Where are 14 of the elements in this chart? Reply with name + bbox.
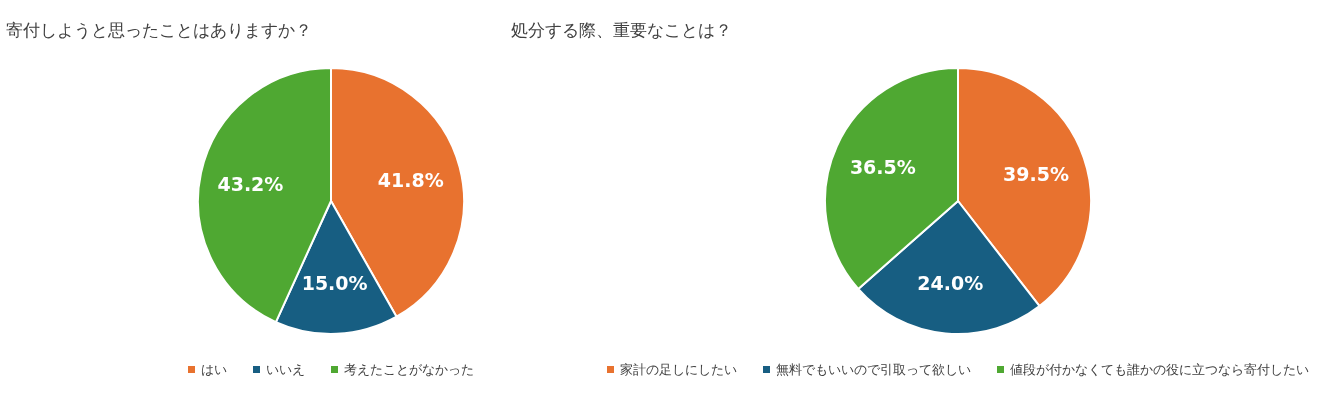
data-label: 39.5%: [1003, 163, 1069, 186]
legend-label: いいえ: [266, 362, 305, 377]
chart-title: 寄付しようと思ったことはありますか？: [6, 20, 312, 40]
data-label: 41.8%: [377, 168, 444, 191]
legend-label: 値段が付かなくても誰かの役に立つなら寄付したい: [1010, 362, 1309, 377]
legend-label: 無料でもいいので引取って欲しい: [776, 362, 971, 377]
data-label: 36.5%: [849, 156, 916, 179]
data-label: 24.0%: [917, 272, 984, 295]
legend-label: はい: [201, 362, 227, 377]
data-label: 43.2%: [217, 172, 284, 195]
chart-title: 処分する際、重要なことは？: [511, 20, 732, 40]
data-label: 15.0%: [301, 272, 368, 295]
legend-label: 考えたことがなかった: [344, 362, 474, 377]
legend-label: 家計の足しにしたい: [620, 362, 737, 377]
